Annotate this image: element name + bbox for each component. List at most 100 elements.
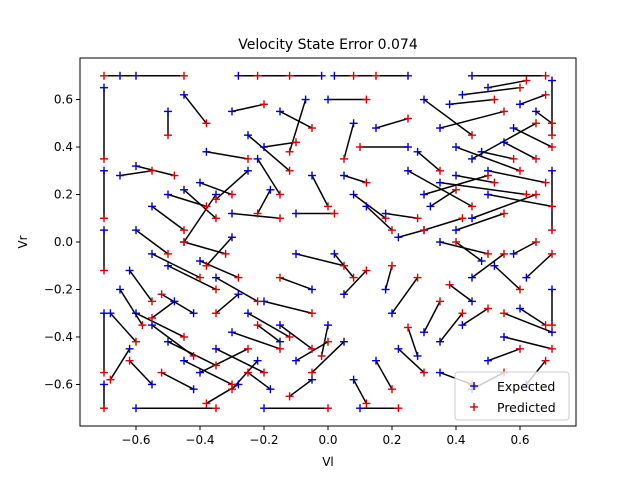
- predicted-point: [436, 297, 444, 306]
- expected-point: [253, 356, 262, 365]
- predicted-point: [308, 344, 316, 353]
- x-axis: −0.6 −0.4 −0.2 0.0 0.2 0.4 0.6: [121, 426, 530, 447]
- error-line: [206, 151, 249, 160]
- error-line: [503, 312, 553, 333]
- error-line: [513, 127, 553, 148]
- expected-point: [372, 124, 380, 133]
- x-tick-label: 0.4: [446, 433, 465, 447]
- error-line: [407, 170, 473, 208]
- expected-point: [164, 107, 172, 116]
- predicted-point: [148, 166, 156, 175]
- predicted-point: [458, 214, 467, 223]
- predicted-point: [404, 114, 412, 123]
- expected-point: [452, 143, 460, 152]
- error-line: [247, 312, 290, 338]
- predicted-point: [362, 178, 371, 187]
- predicted-point: [541, 321, 550, 330]
- expected-point: [244, 131, 252, 140]
- predicted-point: [106, 375, 115, 384]
- expected-point: [125, 266, 134, 275]
- error-line: [423, 174, 489, 196]
- expected-point: [148, 380, 156, 389]
- legend-box: [454, 371, 570, 421]
- error-line: [279, 324, 313, 350]
- expected-point: [132, 162, 140, 171]
- expected-point: [234, 71, 243, 80]
- predicted-point: [164, 131, 172, 140]
- expected-point: [548, 166, 556, 175]
- y-tick-label: 0.4: [54, 140, 73, 154]
- error-line: [461, 307, 489, 326]
- predicted-point: [253, 71, 262, 80]
- expected-point: [244, 166, 252, 175]
- predicted-point: [420, 226, 428, 235]
- predicted-point: [413, 273, 422, 282]
- predicted-point: [212, 404, 220, 413]
- predicted-point: [317, 351, 326, 360]
- expected-point: [132, 226, 140, 235]
- expected-point: [228, 107, 236, 116]
- predicted-point: [148, 313, 156, 322]
- expected-point: [340, 337, 348, 346]
- predicted-point: [276, 273, 284, 282]
- expected-point: [196, 256, 204, 265]
- expected-point: [458, 90, 467, 99]
- expected-point: [189, 385, 198, 394]
- expected-point: [372, 356, 380, 365]
- predicted-point: [285, 71, 294, 80]
- x-tick-label: 0.6: [510, 433, 529, 447]
- expected-point: [349, 119, 358, 128]
- predicted-point: [532, 190, 540, 199]
- expected-point: [420, 190, 428, 199]
- expected-point: [100, 380, 108, 389]
- predicted-point: [541, 178, 550, 187]
- error-line: [375, 360, 393, 390]
- plot-area: [100, 71, 556, 413]
- error-line: [385, 212, 418, 219]
- expected-point: [228, 328, 236, 337]
- predicted-point: [228, 190, 236, 199]
- error-line: [439, 181, 527, 196]
- predicted-point: [244, 154, 252, 163]
- predicted-point: [260, 368, 268, 377]
- error-line: [423, 217, 463, 231]
- expected-point: [100, 226, 108, 235]
- predicted-point: [308, 368, 316, 377]
- error-line: [417, 151, 441, 172]
- predicted-point: [180, 238, 188, 246]
- error-line: [109, 348, 131, 381]
- predicted-point: [548, 131, 556, 140]
- error-line: [535, 110, 553, 124]
- predicted-point: [100, 266, 108, 275]
- error-line: [109, 312, 137, 343]
- expected-point: [413, 147, 422, 156]
- predicted-point: [212, 195, 220, 204]
- expected-point: [452, 226, 460, 235]
- predicted-point: [500, 107, 508, 116]
- expected-point: [413, 351, 422, 360]
- legend-expected-label: Expected: [497, 379, 555, 394]
- error-line: [423, 98, 473, 136]
- predicted-point: [413, 214, 422, 223]
- expected-point: [445, 100, 454, 109]
- error-line: [167, 265, 217, 291]
- predicted-point: [458, 309, 467, 318]
- predicted-point: [100, 71, 108, 80]
- expected-point: [330, 71, 339, 80]
- predicted-point: [285, 147, 294, 156]
- predicted-point: [388, 385, 396, 394]
- predicted-point: [468, 202, 476, 211]
- error-line: [263, 141, 297, 148]
- expected-point: [426, 202, 435, 211]
- predicted-point: [490, 178, 499, 187]
- y-tick-label: 0.6: [54, 93, 73, 107]
- predicted-point: [516, 83, 524, 92]
- error-line: [365, 205, 393, 231]
- error-line: [391, 277, 419, 314]
- expected-point: [196, 368, 204, 377]
- x-tick-label: 0.2: [382, 433, 401, 447]
- error-line: [449, 284, 473, 302]
- predicted-points: [100, 71, 556, 413]
- error-line: [215, 276, 258, 303]
- error-line: [320, 324, 329, 357]
